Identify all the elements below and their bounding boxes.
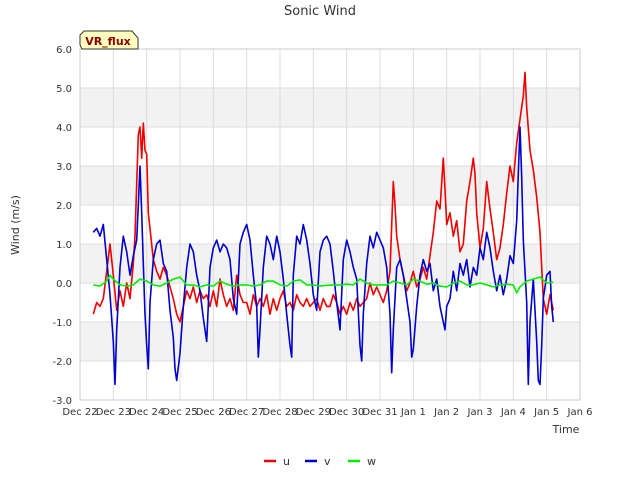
y-tick-label: 0.0 (56, 279, 72, 290)
series-line-u (92, 71, 555, 323)
x-tick-label: Dec 29 (296, 407, 331, 418)
series-line-w (93, 274, 554, 294)
x-tick-label: Dec 23 (96, 407, 131, 418)
plot-area (79, 48, 581, 401)
series-lines (92, 71, 555, 386)
x-axis-label: Time (552, 423, 580, 436)
y-tick-label: -3.0 (52, 396, 72, 407)
legend-label-v: v (324, 455, 331, 468)
x-tick-label: Jan 4 (500, 407, 526, 418)
legend-label-w: w (367, 455, 376, 468)
y-tick-label: 3.0 (56, 162, 72, 173)
x-tick-label: Jan 3 (467, 407, 493, 418)
vr-flux-badge: VR_flux (79, 30, 139, 50)
plot-band (80, 322, 580, 361)
x-tick-label: Jan 2 (433, 407, 459, 418)
y-tick-label: -2.0 (52, 357, 72, 368)
y-axis-label: Wind (m/s) (9, 195, 22, 255)
plot-band (80, 88, 580, 127)
x-tick-label: Jan 6 (567, 407, 593, 418)
x-tick-label: Dec 27 (229, 407, 264, 418)
x-tick-label: Jan 5 (533, 407, 559, 418)
x-tick-label: Jan 1 (400, 407, 426, 418)
y-tick-label: 6.0 (56, 45, 72, 56)
x-tick-label: Dec 24 (129, 407, 164, 418)
y-tick-label: -1.0 (52, 318, 72, 329)
legend: u v w (264, 455, 376, 468)
chart-title: Sonic Wind (284, 4, 356, 19)
y-tick-label: 4.0 (56, 123, 72, 134)
series-line-v (92, 126, 555, 386)
y-tick-label: 1.0 (56, 240, 72, 251)
x-tick-label: Dec 28 (262, 407, 297, 418)
x-tick-label: Dec 25 (162, 407, 197, 418)
plot-band (80, 166, 580, 205)
y-tick-label: 2.0 (56, 201, 72, 212)
y-axis-ticks: -3.0 -2.0 -1.0 0.0 1.0 2.0 3.0 4.0 5.0 6.0 (52, 45, 72, 407)
y-tick-label: 5.0 (56, 84, 72, 95)
x-tick-label: Dec 26 (196, 407, 231, 418)
badge-label: VR_flux (85, 35, 131, 48)
x-tick-label: Dec 30 (329, 407, 364, 418)
x-tick-label: Dec 22 (62, 407, 97, 418)
x-tick-label: Dec 31 (362, 407, 397, 418)
plot-bands (80, 88, 580, 361)
legend-label-u: u (283, 455, 290, 468)
